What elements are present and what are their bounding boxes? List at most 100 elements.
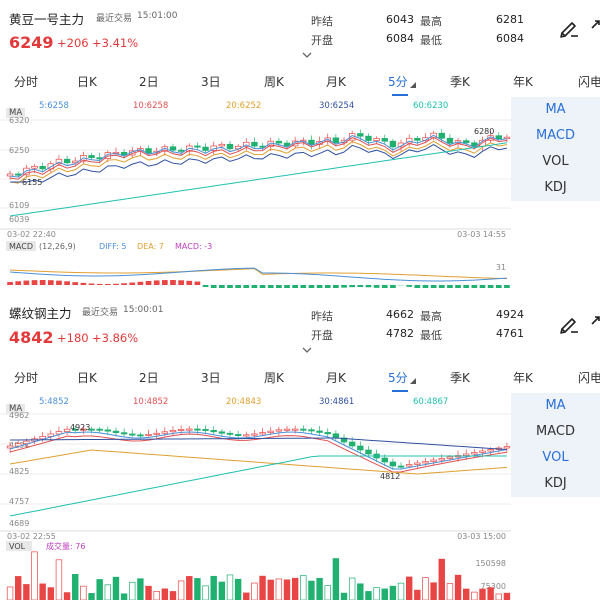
volume-value: 成交量: 76 bbox=[46, 541, 85, 551]
tab-9[interactable]: 年K bbox=[513, 75, 533, 89]
candle-body bbox=[283, 142, 291, 147]
candle-body bbox=[251, 433, 258, 436]
macd-bar bbox=[463, 285, 470, 288]
indicator-macd[interactable]: MACD bbox=[536, 128, 575, 143]
tab-dropdown-icon[interactable] bbox=[410, 82, 416, 88]
low-price-marker: 4812 bbox=[380, 472, 400, 481]
tab-5[interactable]: 周K bbox=[264, 75, 284, 89]
volume-bar bbox=[357, 583, 364, 600]
vol-axis-label: 150598 bbox=[475, 559, 506, 568]
candle-body bbox=[55, 431, 63, 435]
last-price: 4842 bbox=[9, 328, 54, 347]
indicator-ma[interactable]: MA bbox=[545, 102, 566, 117]
tab-6[interactable]: 月K bbox=[326, 371, 346, 385]
indicator-vol[interactable]: VOL bbox=[542, 450, 569, 465]
candle-body bbox=[39, 436, 46, 440]
tab-4[interactable]: 3日 bbox=[201, 371, 221, 385]
ma-toggle[interactable]: MA bbox=[6, 108, 26, 118]
candle-body bbox=[324, 432, 331, 435]
candle-body bbox=[39, 165, 46, 170]
tab-9[interactable]: 年K bbox=[513, 371, 533, 385]
last-trade-time: 15:01:00 bbox=[137, 11, 178, 21]
tab-3[interactable]: 2日 bbox=[139, 371, 159, 385]
candle-body bbox=[23, 440, 30, 444]
fullscreen-icon[interactable] bbox=[590, 314, 600, 334]
indicator-vol[interactable]: VOL bbox=[542, 154, 569, 169]
volume-bar bbox=[194, 578, 201, 600]
tab-5[interactable]: 周K bbox=[264, 371, 284, 385]
kline-chart[interactable]: 6320 6250 6109 6039 6155 6280 03-02 22:40 03-03… bbox=[0, 112, 511, 288]
tab-6[interactable]: 月K bbox=[326, 75, 346, 89]
macd-bar bbox=[422, 285, 429, 288]
tab-1[interactable]: 分时 bbox=[14, 371, 39, 385]
candle-body bbox=[300, 428, 307, 431]
expand-chevron-icon[interactable] bbox=[302, 347, 312, 353]
macd-bar bbox=[235, 285, 241, 288]
ma10-line bbox=[9, 433, 508, 473]
candle-body bbox=[177, 429, 185, 431]
expand-chevron-icon[interactable] bbox=[302, 52, 312, 58]
macd-bar bbox=[129, 282, 136, 285]
tab-10[interactable]: 闪电 bbox=[578, 75, 600, 89]
candle-body bbox=[446, 456, 454, 459]
open-value: 6084 bbox=[386, 32, 414, 45]
tab-8[interactable]: 季K bbox=[450, 75, 470, 89]
ma5-value: 5:6258 bbox=[39, 101, 69, 111]
volume-bar bbox=[446, 583, 454, 600]
indicator-kdj[interactable]: KDJ bbox=[544, 476, 567, 491]
draw-pen-icon[interactable] bbox=[559, 18, 581, 38]
ma30-value: 30:4861 bbox=[319, 397, 355, 407]
price-change: +206 bbox=[57, 36, 89, 50]
volume-bar bbox=[23, 584, 30, 600]
prev-settle-value: 6043 bbox=[386, 13, 414, 26]
volume-bar bbox=[397, 582, 405, 600]
macd-bar bbox=[390, 285, 396, 288]
y-axis-label: 6320 bbox=[9, 116, 29, 125]
contract-name: 黄豆一号主力 bbox=[9, 12, 85, 27]
macd-bar bbox=[202, 285, 209, 287]
tab-2[interactable]: 日K bbox=[77, 75, 97, 89]
candle-body bbox=[414, 462, 421, 465]
last-price: 6249 bbox=[9, 33, 54, 52]
indicator-macd[interactable]: MACD bbox=[536, 424, 575, 439]
tab-7[interactable]: 5分 bbox=[388, 75, 408, 89]
candle-body bbox=[463, 453, 470, 456]
quote-panel-rebar: 螺纹钢主力 最近交易 15:00:01 4842 +180 +3.86% 昨结 … bbox=[0, 300, 600, 600]
ma-toggle[interactable]: MA bbox=[6, 404, 26, 414]
volume-bar bbox=[202, 585, 209, 600]
macd-bar bbox=[357, 285, 364, 288]
volume-bar bbox=[210, 575, 217, 600]
tab-2[interactable]: 日K bbox=[77, 371, 97, 385]
tab-dropdown-icon[interactable] bbox=[410, 378, 416, 384]
volume-bar bbox=[422, 577, 429, 600]
last-trade-time: 15:00:01 bbox=[123, 305, 164, 315]
high-label: 最高 bbox=[420, 15, 442, 28]
fullscreen-icon[interactable] bbox=[590, 18, 600, 38]
tab-3[interactable]: 2日 bbox=[139, 75, 159, 89]
volume-bar bbox=[308, 580, 315, 600]
volume-bar bbox=[414, 589, 421, 600]
indicator-ma[interactable]: MA bbox=[545, 398, 566, 413]
candle-body bbox=[283, 428, 291, 431]
tab-8[interactable]: 季K bbox=[450, 371, 470, 385]
volume-bar bbox=[137, 578, 144, 600]
volume-bar bbox=[291, 577, 299, 600]
tab-7[interactable]: 5分 bbox=[388, 371, 408, 385]
volume-bar bbox=[186, 576, 193, 600]
diff-line bbox=[10, 267, 507, 282]
ma20-line bbox=[9, 449, 507, 475]
candle-body bbox=[479, 450, 486, 453]
candle-body bbox=[218, 431, 226, 434]
candle-body bbox=[210, 430, 217, 433]
indicator-kdj[interactable]: KDJ bbox=[544, 180, 567, 195]
macd-bar bbox=[96, 283, 103, 285]
macd-bar bbox=[80, 282, 87, 285]
draw-pen-icon[interactable] bbox=[559, 314, 581, 334]
kline-chart[interactable]: 496248944825475746894923481203-02 22:550… bbox=[0, 408, 511, 600]
macd-bar bbox=[186, 280, 193, 285]
tab-4[interactable]: 3日 bbox=[201, 75, 221, 89]
candle-body bbox=[405, 464, 413, 467]
tab-10[interactable]: 闪电 bbox=[578, 371, 600, 385]
macd-bar bbox=[194, 281, 201, 285]
tab-1[interactable]: 分时 bbox=[14, 75, 39, 89]
